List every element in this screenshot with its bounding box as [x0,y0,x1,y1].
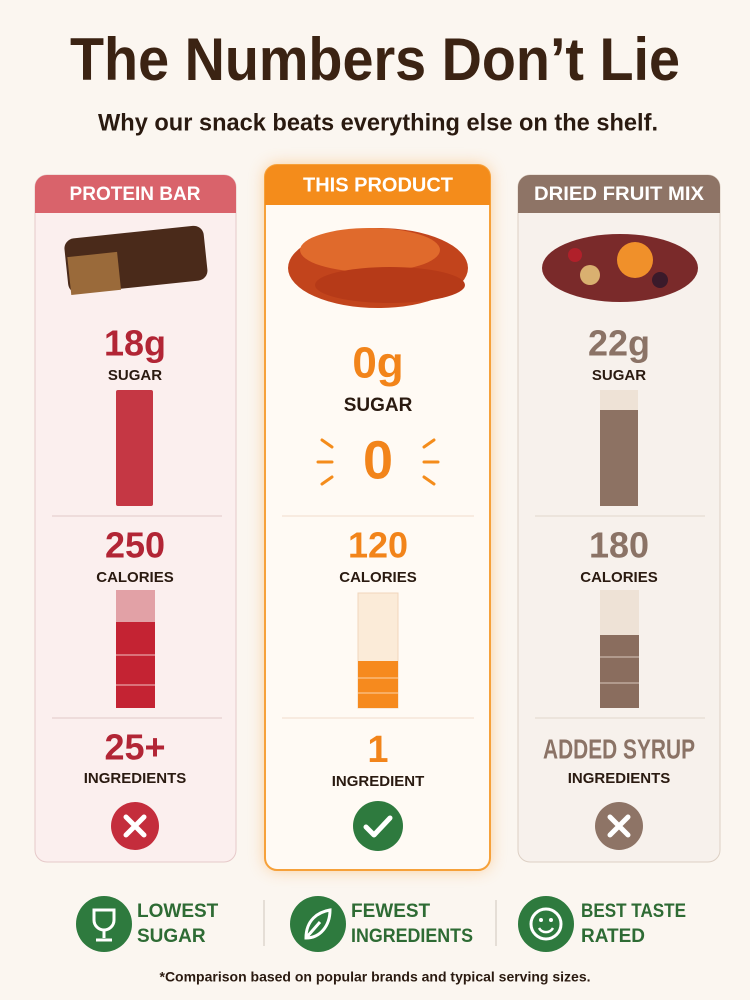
check-icon [353,801,403,851]
badge-text: LOWEST [137,901,219,922]
column-label: PROTEIN BAR [70,184,201,205]
ingredients-label: INGREDIENT [332,773,425,790]
sugar-bar [116,390,153,506]
calories-value: 120 [348,525,408,566]
sugar-label: SUGAR [592,367,646,384]
protein-bar-image [64,225,208,295]
smile-badge [518,896,574,952]
ingredients-value: 1 [367,729,388,771]
calories-value: 250 [105,525,165,566]
fruit-mix-image [542,234,698,302]
trophy-badge [76,896,132,952]
ingredients-label: INGREDIENTS [568,770,671,787]
leaf-badge [290,896,346,952]
sugar-value: 22g [588,323,650,364]
badge-text: RATED [581,926,645,947]
badge-text: SUGAR [137,926,206,947]
badge-text: BEST TASTE [581,901,686,922]
ingredients-value: 25+ [104,727,165,768]
badge-text: FEWEST [351,901,431,922]
calories-value: 180 [589,525,649,566]
sugar-label: SUGAR [344,395,413,416]
badge-text: INGREDIENTS [351,926,473,947]
column-label: DRIED FRUIT MIX [534,184,704,205]
calories-bar [357,592,399,709]
calories-label: CALORIES [580,569,658,586]
calories-label: CALORIES [96,569,174,586]
sugar-value: 18g [104,323,166,364]
calories-bar [116,590,155,708]
footnote: *Comparison based on popular brands and … [160,969,591,985]
cross-icon [595,802,643,850]
title: The Numbers Don’t Lie [70,26,680,93]
card-header [35,175,236,213]
card-header [518,175,720,213]
highlight-value: 0 [363,430,393,490]
calories-label: CALORIES [339,569,417,586]
subtitle: Why our snack beats everything else on t… [98,109,658,136]
sugar-value: 0g [352,339,403,388]
ingredients-label: INGREDIENTS [84,770,187,787]
dried-fruit-image [288,228,468,308]
column-label: THIS PRODUCT [303,174,453,196]
burst [316,438,440,486]
cross-icon [111,802,159,850]
calories-bar [600,590,639,708]
sugar-bar [600,390,638,506]
sugar-label: SUGAR [108,367,162,384]
card-header [265,165,490,205]
ingredients-value: ADDED SYRUP [543,733,695,764]
